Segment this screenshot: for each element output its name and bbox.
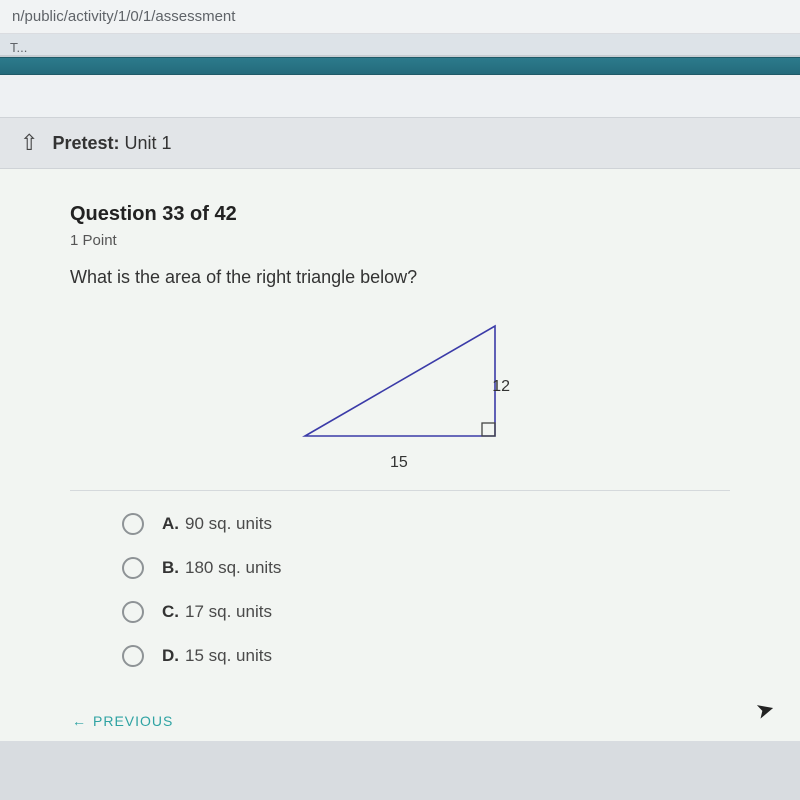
- triangle-figure: 12 15: [220, 306, 580, 476]
- triangle-base-label: 15: [390, 454, 408, 472]
- option-text: C. 17 sq. units: [162, 602, 272, 622]
- radio-icon[interactable]: [122, 513, 144, 535]
- option-letter: B.: [162, 558, 179, 577]
- question-prompt: What is the area of the right triangle b…: [70, 267, 730, 288]
- previous-label: PREVIOUS: [93, 713, 173, 729]
- option-c[interactable]: C. 17 sq. units: [122, 601, 730, 623]
- option-label: 15 sq. units: [185, 646, 272, 665]
- title-prefix: Pretest:: [52, 133, 119, 153]
- option-text: A. 90 sq. units: [162, 514, 272, 534]
- question-points: 1 Point: [70, 232, 730, 249]
- arrow-left-icon: ←: [72, 713, 87, 729]
- tab-label[interactable]: T...: [10, 40, 27, 55]
- option-letter: A.: [162, 514, 179, 533]
- question-number: Question 33 of 42: [70, 203, 730, 226]
- option-a[interactable]: A. 90 sq. units: [122, 513, 730, 535]
- radio-icon[interactable]: [122, 557, 144, 579]
- option-b[interactable]: B. 180 sq. units: [122, 557, 730, 579]
- back-icon[interactable]: ⇧: [20, 130, 38, 156]
- option-letter: D.: [162, 646, 179, 665]
- page-header: ⇧ Pretest: Unit 1: [0, 117, 800, 169]
- right-angle-marker: [482, 423, 495, 436]
- cursor-icon: ➤: [753, 695, 778, 725]
- tab-strip: T...: [0, 34, 800, 57]
- spacer: [0, 75, 800, 117]
- radio-icon[interactable]: [122, 601, 144, 623]
- option-d[interactable]: D. 15 sq. units: [122, 645, 730, 667]
- divider: [70, 490, 730, 491]
- option-text: D. 15 sq. units: [162, 646, 272, 666]
- accent-bar: [0, 57, 800, 75]
- page-title: Pretest: Unit 1: [52, 133, 171, 154]
- radio-icon[interactable]: [122, 645, 144, 667]
- answer-options: A. 90 sq. units B. 180 sq. units C. 17 sq. …: [122, 513, 730, 667]
- option-label: 180 sq. units: [185, 558, 281, 577]
- url-bar[interactable]: n/public/activity/1/0/1/assessment: [0, 0, 800, 34]
- option-text: B. 180 sq. units: [162, 558, 281, 578]
- question-panel: Question 33 of 42 1 Point What is the ar…: [0, 169, 800, 741]
- triangle-height-label: 12: [492, 378, 510, 396]
- option-label: 17 sq. units: [185, 602, 272, 621]
- url-text: n/public/activity/1/0/1/assessment: [12, 8, 235, 25]
- option-letter: C.: [162, 602, 179, 621]
- title-rest: Unit 1: [119, 133, 171, 153]
- triangle-svg: [270, 306, 530, 456]
- previous-button[interactable]: ← PREVIOUS: [72, 713, 173, 729]
- triangle-shape: [305, 326, 495, 436]
- option-label: 90 sq. units: [185, 514, 272, 533]
